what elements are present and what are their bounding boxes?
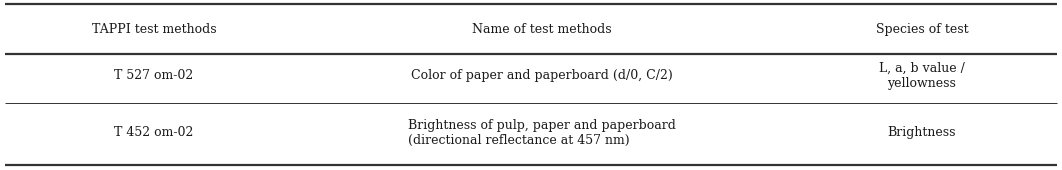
Text: T 452 om-02: T 452 om-02 [115,126,193,139]
Text: L, a, b value /
yellowness: L, a, b value / yellowness [879,62,964,90]
Text: TAPPI test methods: TAPPI test methods [91,23,217,36]
Text: Brightness: Brightness [888,126,956,139]
Text: Species of test: Species of test [875,23,969,36]
Text: Name of test methods: Name of test methods [472,23,612,36]
Text: Color of paper and paperboard (d/0, C/2): Color of paper and paperboard (d/0, C/2) [411,69,672,82]
Text: T 527 om-02: T 527 om-02 [115,69,193,82]
Text: Brightness of pulp, paper and paperboard
(directional reflectance at 457 nm): Brightness of pulp, paper and paperboard… [408,119,675,147]
